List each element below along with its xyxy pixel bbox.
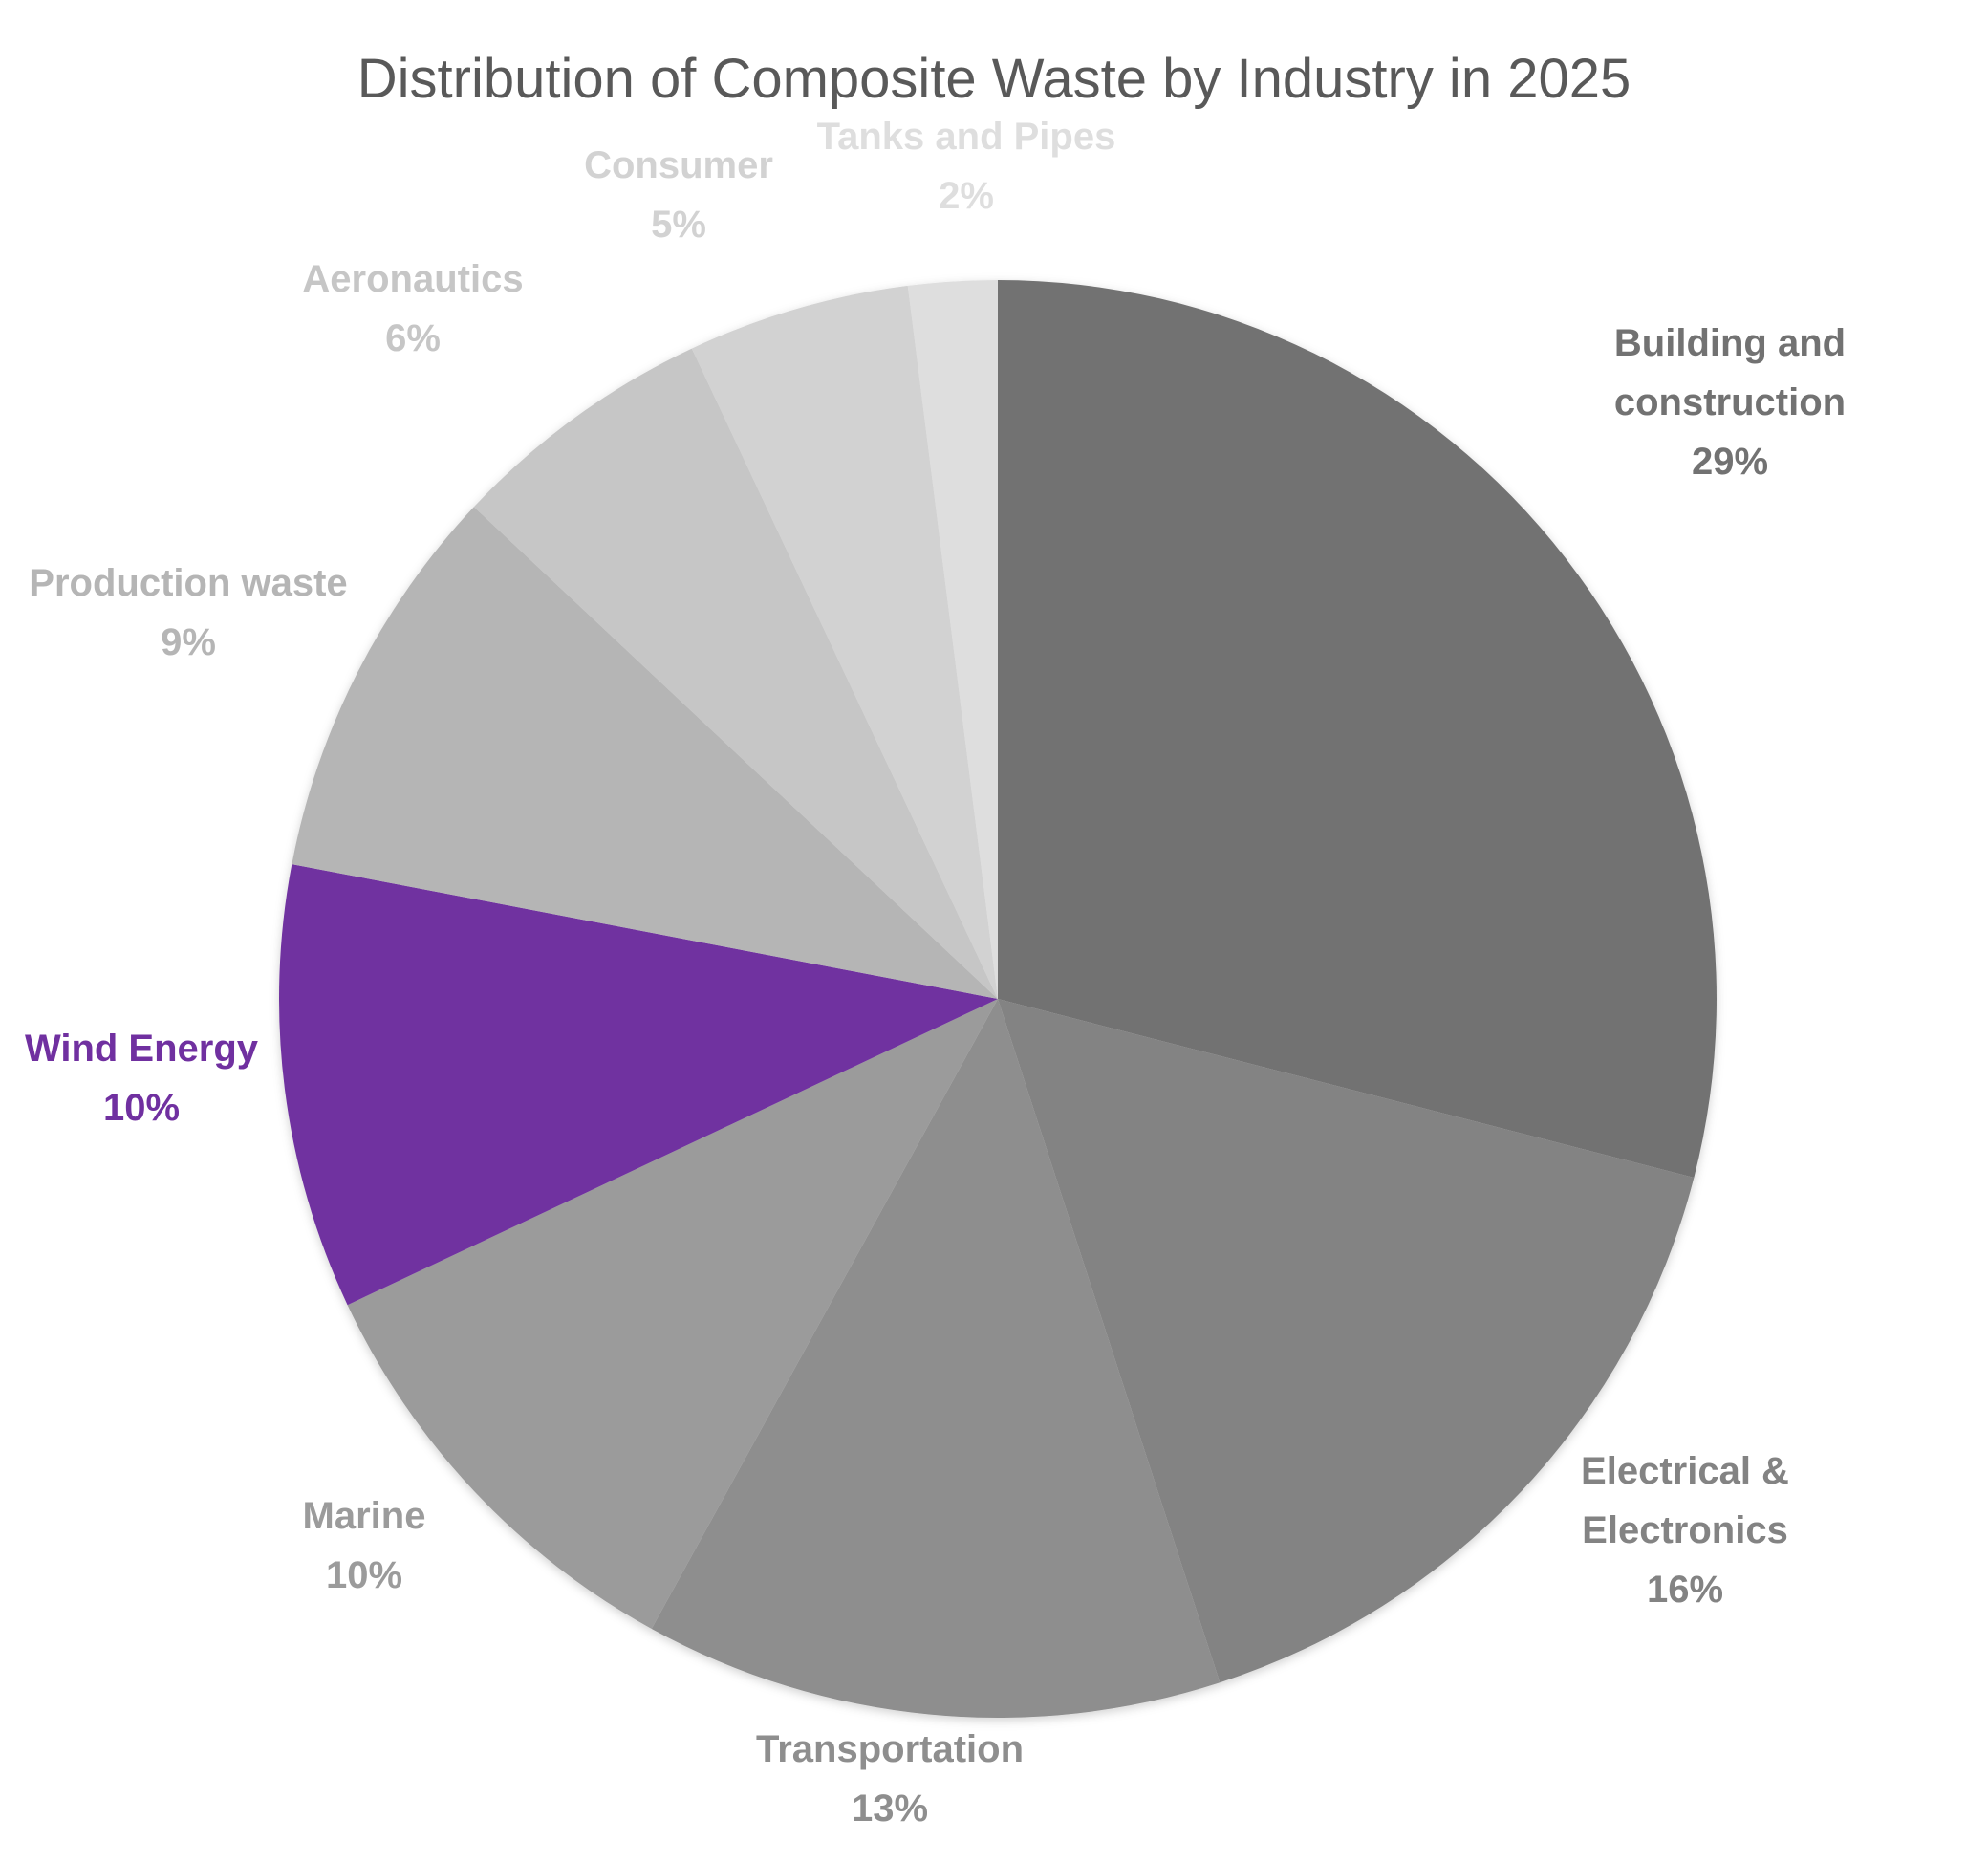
slice-tanks-and-pipes	[907, 280, 998, 999]
category-label-electrical-and-electronics: Electrical &	[1581, 1450, 1789, 1492]
value-label-wind-energy: 10%	[103, 1087, 180, 1129]
category-label-transportation: Transportation	[756, 1728, 1024, 1770]
slice-wind-energy	[278, 864, 998, 1306]
category-label-tanks-and-pipes: Tanks and Pipes	[817, 116, 1116, 158]
slice-electrical-and-electronics	[998, 999, 1695, 1683]
slice-production-waste	[292, 507, 998, 999]
slice-building-and-construction	[998, 280, 1717, 1179]
slice-consumer	[691, 285, 998, 999]
category-label-building-and-construction: Building and	[1614, 322, 1846, 364]
slice-marine	[347, 999, 998, 1629]
pie-slices	[278, 280, 1717, 1718]
value-label-production-waste: 9%	[161, 621, 216, 663]
value-label-marine: 10%	[326, 1554, 402, 1596]
slice-transportation	[651, 999, 1221, 1718]
value-label-electrical-and-electronics: 16%	[1647, 1569, 1723, 1611]
value-label-aeronautics: 6%	[385, 317, 441, 359]
value-label-tanks-and-pipes: 2%	[939, 175, 994, 217]
chart-title: Distribution of Composite Waste by Indus…	[357, 48, 1631, 110]
value-label-building-and-construction: 29%	[1692, 441, 1768, 483]
value-label-consumer: 5%	[651, 204, 706, 246]
category-label-electrical-and-electronics: Electronics	[1582, 1509, 1788, 1551]
slice-labels: Building and construction 29% Electrical & E…	[25, 116, 1846, 1830]
category-label-aeronautics: Aeronautics	[302, 258, 523, 300]
category-label-marine: Marine	[303, 1495, 426, 1537]
category-label-production-waste: Production waste	[29, 562, 347, 604]
category-label-consumer: Consumer	[584, 144, 773, 186]
category-label-building-and-construction: construction	[1614, 381, 1846, 423]
slice-aeronautics	[473, 348, 998, 999]
category-label-wind-energy: Wind Energy	[25, 1028, 259, 1070]
value-label-transportation: 13%	[852, 1787, 928, 1830]
